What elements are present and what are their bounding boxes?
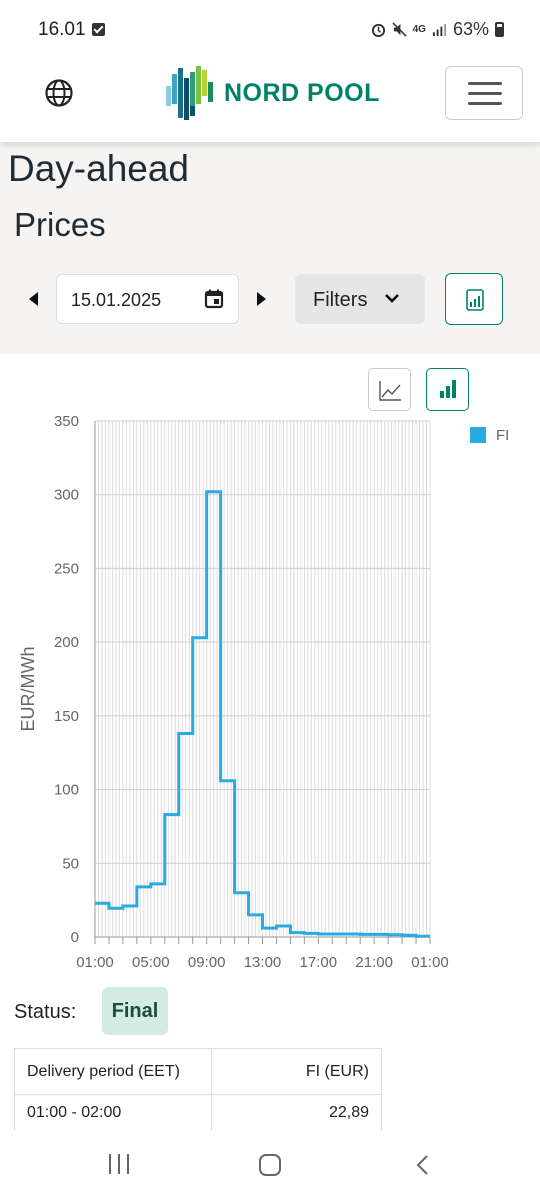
page-subtitle: Prices bbox=[14, 206, 106, 243]
legend-swatch bbox=[470, 427, 486, 443]
bar-chart-icon bbox=[440, 380, 456, 398]
y-tick-label: 100 bbox=[54, 782, 79, 799]
table-cell-price: 22,89 bbox=[211, 1094, 382, 1131]
mute-icon bbox=[392, 22, 407, 37]
globe-icon[interactable] bbox=[44, 78, 74, 108]
recent-apps-icon[interactable] bbox=[107, 1154, 131, 1174]
page-header-section: Day-ahead Prices 15.01.2025 Filters bbox=[0, 142, 540, 354]
x-tick-label: 21:00 bbox=[355, 954, 393, 971]
caret-left-icon[interactable] bbox=[29, 292, 38, 306]
back-icon[interactable] bbox=[414, 1154, 430, 1176]
logo-mark-icon bbox=[166, 66, 213, 120]
site-header: NORD POOL bbox=[0, 60, 540, 142]
status-icons: 4G 63% bbox=[371, 19, 504, 40]
x-tick-label: 05:00 bbox=[132, 954, 170, 971]
logo-text: NORD POOL bbox=[224, 78, 380, 107]
y-tick-label: 50 bbox=[62, 855, 79, 872]
bar-chart-toggle[interactable] bbox=[426, 368, 469, 411]
x-tick-label: 17:00 bbox=[300, 954, 338, 971]
chart-download-icon bbox=[466, 289, 484, 311]
caret-right-icon[interactable] bbox=[257, 292, 266, 306]
legend-label: FI bbox=[496, 427, 509, 444]
y-tick-label: 350 bbox=[54, 413, 79, 430]
nord-pool-logo[interactable]: NORD POOL bbox=[166, 64, 380, 122]
hamburger-menu-button[interactable] bbox=[445, 66, 523, 120]
line-chart-toggle[interactable] bbox=[368, 368, 411, 411]
home-icon[interactable] bbox=[259, 1154, 281, 1176]
y-tick-label: 300 bbox=[54, 487, 79, 504]
table-cell-period: 01:00 - 02:00 bbox=[14, 1094, 212, 1131]
date-value: 15.01.2025 bbox=[71, 290, 162, 310]
system-navigation-bar bbox=[0, 1130, 540, 1200]
notification-check-icon bbox=[92, 23, 105, 36]
table-header-row: Delivery period (EET) FI (EUR) bbox=[14, 1048, 382, 1095]
status-badge: Final bbox=[102, 987, 168, 1035]
clock: 16.01 bbox=[38, 19, 86, 40]
x-tick-label: 01:00 bbox=[411, 954, 449, 971]
price-chart[interactable]: 0 50 100 150 200 250 300 350 01:00 05:00 09:00 13:0… bbox=[0, 410, 540, 980]
alarm-icon bbox=[371, 23, 385, 37]
y-tick-label: 250 bbox=[54, 560, 79, 577]
line-chart-icon bbox=[379, 381, 401, 401]
y-tick-label: 0 bbox=[71, 929, 79, 946]
x-tick-label: 13:00 bbox=[244, 954, 282, 971]
hamburger-menu-icon bbox=[468, 82, 502, 85]
x-tick-label: 01:00 bbox=[76, 954, 114, 971]
chevron-down-icon bbox=[385, 294, 399, 303]
page-title: Day-ahead bbox=[8, 148, 190, 189]
date-picker-input[interactable]: 15.01.2025 bbox=[56, 274, 239, 324]
price-table: Delivery period (EET) FI (EUR) 01:00 - 0… bbox=[14, 1048, 382, 1131]
table-row: 01:00 - 02:00 22,89 bbox=[14, 1094, 382, 1131]
calendar-icon[interactable] bbox=[204, 289, 224, 309]
y-tick-label: 150 bbox=[54, 708, 79, 725]
battery-icon bbox=[495, 22, 504, 37]
network-type: 4G bbox=[412, 24, 426, 35]
signal-icon bbox=[432, 23, 447, 37]
x-tick-label: 09:00 bbox=[188, 954, 226, 971]
column-header-fi-eur[interactable]: FI (EUR) bbox=[211, 1048, 382, 1095]
battery-percent: 63% bbox=[452, 19, 489, 39]
status-bar: 16.01 4G 63% bbox=[0, 0, 540, 60]
filters-label: Filters bbox=[313, 289, 368, 311]
status-label: Status: bbox=[14, 1001, 77, 1023]
chart-download-button[interactable] bbox=[445, 273, 503, 325]
series-line-fi bbox=[95, 490, 430, 938]
filters-button[interactable]: Filters bbox=[295, 274, 425, 324]
column-header-delivery-period[interactable]: Delivery period (EET) bbox=[14, 1048, 212, 1095]
y-tick-label: 200 bbox=[54, 634, 79, 651]
y-axis-label: EUR/MWh bbox=[18, 647, 38, 732]
